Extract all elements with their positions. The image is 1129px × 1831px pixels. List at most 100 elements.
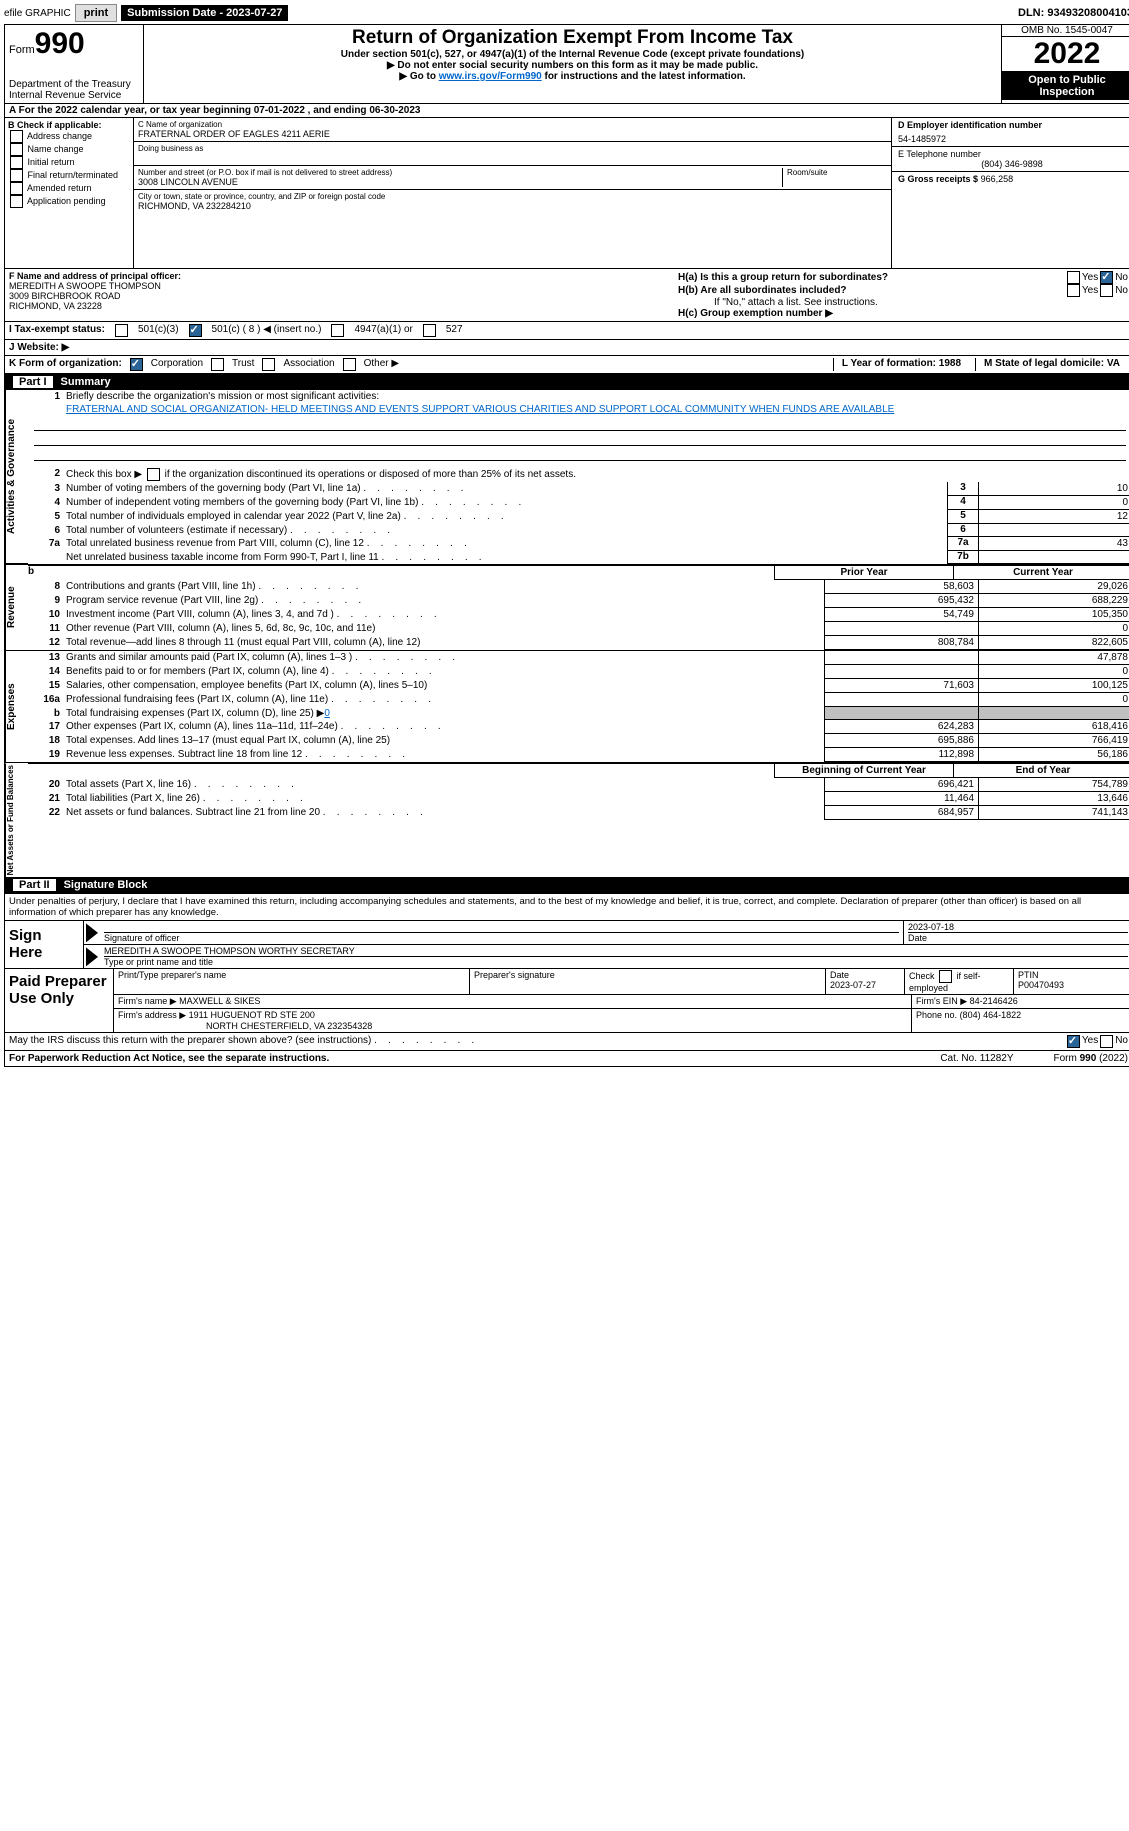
i-o4: 527 <box>446 324 463 337</box>
cb-pending[interactable] <box>10 195 23 208</box>
subtitle-2: ▶ Do not enter social security numbers o… <box>150 60 995 71</box>
penalty-text: Under penalties of perjury, I declare th… <box>5 893 1129 920</box>
e22: 741,143 <box>978 806 1129 820</box>
cb-self-emp[interactable] <box>939 970 952 983</box>
cb-discontinued[interactable] <box>147 468 160 481</box>
part1-title: Summary <box>61 376 111 388</box>
b-i1: Address change <box>27 131 92 141</box>
p16a <box>824 693 978 707</box>
header-center: Return of Organization Exempt From Incom… <box>144 25 1001 103</box>
sig-date-value: 2023-07-18 <box>908 922 1128 932</box>
c10: 105,350 <box>978 608 1129 622</box>
prep-c5: PTIN <box>1018 970 1128 980</box>
dln: DLN: 93493208004103 <box>1018 7 1129 19</box>
c15: 100,125 <box>978 679 1129 693</box>
firm-addr2: NORTH CHESTERFIELD, VA 232354328 <box>206 1021 372 1031</box>
c19: 56,186 <box>978 748 1129 762</box>
cb-amended[interactable] <box>10 182 23 195</box>
s1-2-text2: if the organization discontinued its ope… <box>162 469 576 480</box>
k-o3: Association <box>283 358 334 371</box>
officer-name: MEREDITH A SWOOPE THOMPSON <box>9 281 670 291</box>
cb-name[interactable] <box>10 143 23 156</box>
officer-addr1: 3009 BIRCHBROOK ROAD <box>9 291 670 301</box>
ein-label: D Employer identification number <box>898 120 1126 130</box>
col-f: F Name and address of principal officer:… <box>5 269 674 321</box>
cb-ha-no[interactable] <box>1100 271 1113 284</box>
b-i2: Name change <box>28 144 84 154</box>
col-d: D Employer identification number 54-1485… <box>891 118 1129 268</box>
cb-corp[interactable] <box>130 358 143 371</box>
prior-year-hdr: Prior Year <box>774 566 953 580</box>
omb: OMB No. 1545-0047 <box>1002 25 1129 36</box>
vlabel-governance: Activities & Governance <box>5 390 28 564</box>
cb-address[interactable] <box>10 130 23 143</box>
p17: 624,283 <box>824 720 978 734</box>
irs-label: Internal Revenue Service <box>9 90 139 101</box>
cb-discuss-no[interactable] <box>1100 1035 1113 1048</box>
firm-addr-l: Firm's address ▶ <box>118 1010 186 1020</box>
cb-trust[interactable] <box>211 358 224 371</box>
cb-501c[interactable] <box>189 324 202 337</box>
p14 <box>824 665 978 679</box>
p8: 58,603 <box>824 580 978 594</box>
cb-ha-yes[interactable] <box>1067 271 1080 284</box>
cb-discuss-yes[interactable] <box>1067 1035 1080 1048</box>
b-i3: Initial return <box>28 157 75 167</box>
col-h: H(a) Is this a group return for subordin… <box>674 269 1129 321</box>
cb-final[interactable] <box>10 169 23 182</box>
p15: 71,603 <box>824 679 978 693</box>
dba-label: Doing business as <box>138 144 887 153</box>
sig-name: MEREDITH A SWOOPE THOMPSON WORTHY SECRET… <box>104 946 1128 956</box>
goto-a: ▶ Go to <box>399 71 438 82</box>
b-i4: Final return/terminated <box>28 170 119 180</box>
city-value: RICHMOND, VA 232284210 <box>138 201 887 211</box>
cb-hb-yes[interactable] <box>1067 284 1080 297</box>
p9: 695,432 <box>824 594 978 608</box>
subtitle-1: Under section 501(c), 527, or 4947(a)(1)… <box>150 49 995 60</box>
l10: Investment income (Part VIII, column (A)… <box>64 608 824 622</box>
vlabel-expenses: Expenses <box>5 651 28 762</box>
s1-1a: Briefly describe the organization's miss… <box>64 390 1129 403</box>
form-number: 990 <box>35 27 85 60</box>
l16b: Total fundraising expenses (Part IX, col… <box>66 708 324 719</box>
open-inspection: Open to Public Inspection <box>1002 72 1129 100</box>
vlabel-netassets: Net Assets or Fund Balances <box>5 763 28 877</box>
firm-ein-l: Firm's EIN ▶ <box>916 996 967 1006</box>
l11: Other revenue (Part VIII, column (A), li… <box>64 622 824 636</box>
print-button[interactable]: print <box>75 4 117 22</box>
col-b: B Check if applicable: Address change Na… <box>5 118 134 268</box>
arrow-icon <box>86 923 98 942</box>
s1-3: Number of voting members of the governin… <box>64 482 947 496</box>
ha-no: No <box>1115 272 1128 283</box>
cb-other[interactable] <box>343 358 356 371</box>
s1-1b: FRATERNAL AND SOCIAL ORGANIZATION- HELD … <box>64 403 1129 416</box>
cb-initial[interactable] <box>10 156 23 169</box>
p19: 112,898 <box>824 748 978 762</box>
ein-value: 54-1485972 <box>898 134 1126 144</box>
irs-link[interactable]: www.irs.gov/Form990 <box>439 71 542 82</box>
k-label: K Form of organization: <box>9 358 122 371</box>
p18: 695,886 <box>824 734 978 748</box>
hb-label: H(b) Are all subordinates included? <box>678 285 1065 296</box>
row-j: J Website: ▶ <box>5 340 1129 356</box>
cb-527[interactable] <box>423 324 436 337</box>
k-o4: Other ▶ <box>364 358 399 371</box>
cb-4947[interactable] <box>331 324 344 337</box>
yr-b: b <box>28 566 56 580</box>
s1-v3: 10 <box>979 482 1129 496</box>
sig-officer-label: Signature of officer <box>104 932 899 943</box>
firm-name: MAXWELL & SIKES <box>179 996 260 1006</box>
b22: 684,957 <box>824 806 978 820</box>
s1-v6 <box>979 524 1129 537</box>
c12: 822,605 <box>978 636 1129 650</box>
l22: Net assets or fund balances. Subtract li… <box>64 806 824 820</box>
discuss-yes: Yes <box>1082 1035 1098 1048</box>
l12: Total revenue—add lines 8 through 11 (mu… <box>64 636 824 650</box>
cb-assoc[interactable] <box>262 358 275 371</box>
cb-501c3[interactable] <box>115 324 128 337</box>
i-o3: 4947(a)(1) or <box>354 324 412 337</box>
s1-v7b <box>979 551 1129 564</box>
k-o2: Trust <box>232 358 254 371</box>
cb-hb-no[interactable] <box>1100 284 1113 297</box>
addr-label: Number and street (or P.O. box if mail i… <box>138 168 782 177</box>
